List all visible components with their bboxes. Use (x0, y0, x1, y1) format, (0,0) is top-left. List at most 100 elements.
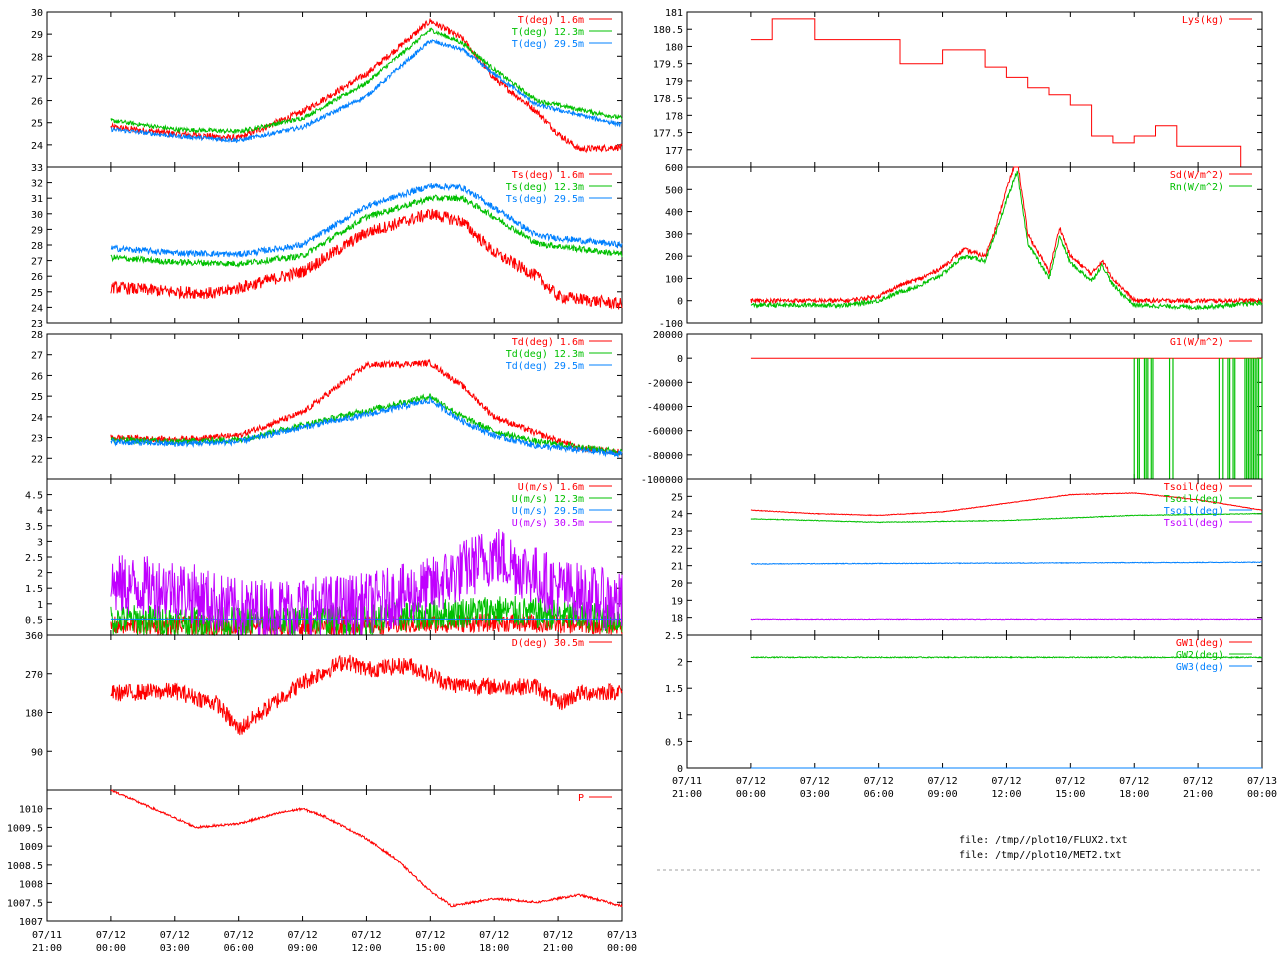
series-line (110, 395, 623, 459)
panel-frame (686, 333, 1263, 480)
y-tick-label: 20 (671, 579, 683, 590)
y-tick-label: 23 (31, 434, 43, 445)
y-tick-label: 26 (31, 272, 43, 283)
y-tick-label: 2.5 (25, 553, 43, 564)
legend-label: GW3(deg) (1176, 662, 1224, 673)
x-tick-date-label: 07/12 (864, 776, 894, 787)
x-tick-time-label: 21:00 (672, 789, 702, 800)
file-label-flux: file: /tmp//plot10/FLUX2.txt (959, 835, 1128, 846)
x-tick-date-label: 07/12 (415, 930, 445, 941)
x-tick-time-label: 21:00 (32, 943, 62, 954)
series-line (110, 595, 623, 637)
y-tick-label: 1008 (19, 880, 43, 891)
legend-label: U(m/s) 29.5m (512, 506, 584, 517)
panel-rad: -100 0 100 200 300 400 500 600 Sd(W/m^2)Rn(W/m^2… (659, 163, 1263, 330)
y-tick-label: 31 (31, 194, 43, 205)
panel-tsoil: 1819202122232425Tsoil(deg)Tsoil(deg)Tsoi… (671, 478, 1263, 636)
series-line (750, 655, 1263, 659)
series-line (110, 392, 623, 455)
y-tick-label: 90 (31, 747, 43, 758)
y-tick-label: 2 (677, 658, 683, 669)
x-tick-date-label: 07/12 (479, 930, 509, 941)
y-tick-label: 30 (31, 8, 43, 19)
y-tick-label: 178.5 (653, 94, 683, 105)
legend-label: Td(deg) 1.6m (512, 337, 584, 348)
series-line (110, 18, 623, 154)
y-tick-label: 26 (31, 97, 43, 108)
y-tick-label: 4.5 (25, 491, 43, 502)
y-tick-label: 400 (665, 208, 683, 219)
legend-label: Td(deg) 12.3m (506, 349, 584, 360)
series-line (750, 18, 1252, 168)
x-tick-time-label: 15:00 (1055, 789, 1085, 800)
y-tick-label: 24 (31, 141, 43, 152)
series-line (110, 38, 623, 144)
x-tick-time-label: 00:00 (1247, 789, 1277, 800)
panel-frame (686, 166, 1263, 324)
y-tick-label: 1008.5 (7, 861, 43, 872)
legend-label: T(deg) 1.6m (518, 15, 584, 26)
legend-label: GW2(deg) (1176, 650, 1224, 661)
x-tick-date-label: 07/12 (288, 930, 318, 941)
y-tick-label: 25 (671, 492, 683, 503)
series-line (110, 182, 623, 259)
y-tick-label: 180 (665, 42, 683, 53)
y-tick-label: 24 (31, 303, 43, 314)
y-tick-label: 23 (671, 527, 683, 538)
x-tick-time-label: 06:00 (224, 943, 254, 954)
y-tick-label: 0 (677, 297, 683, 308)
y-tick-label: 25 (31, 288, 43, 299)
y-tick-label: 19 (671, 596, 683, 607)
legend-label: Tsoil(deg) (1164, 494, 1224, 505)
legend-label: Tsoil(deg) (1164, 518, 1224, 529)
y-tick-label: 28 (31, 330, 43, 341)
y-tick-label: -100000 (641, 475, 683, 486)
y-tick-label: 360 (25, 631, 43, 642)
legend-label: Tsoil(deg) (1164, 482, 1224, 493)
legend-label: U(m/s) 12.3m (512, 494, 584, 505)
y-tick-label: 1 (37, 600, 43, 611)
x-tick-time-label: 00:00 (607, 943, 637, 954)
y-tick-label: 18 (671, 614, 683, 625)
x-tick-date-label: 07/13 (607, 930, 637, 941)
panel-lys: 177 177.5 178 178.5 179 179.5 180 180.5 181 Lys(k… (653, 8, 1263, 168)
y-tick-label: 2 (37, 569, 43, 580)
legend-label: Td(deg) 29.5m (506, 361, 584, 372)
y-tick-label: 200 (665, 252, 683, 263)
y-tick-label: 179 (665, 77, 683, 88)
y-tick-label: 1009 (19, 842, 43, 853)
y-tick-label: 1007.5 (7, 898, 43, 909)
y-tick-label: 25 (31, 392, 43, 403)
legend-label: U(m/s) 1.6m (518, 482, 584, 493)
x-tick-date-label: 07/12 (1119, 776, 1149, 787)
file-list: file: /tmp//plot10/FLUX2.txt file: /tmp//… (959, 833, 1128, 863)
y-tick-label: 28 (31, 52, 43, 63)
y-tick-label: -100 (659, 319, 683, 330)
x-tick-date-label: 07/12 (351, 930, 381, 941)
series-line (110, 654, 623, 736)
x-tick-date-label: 07/12 (543, 930, 573, 941)
x-tick-time-label: 12:00 (351, 943, 381, 954)
file-label-met: file: /tmp//plot10/MET2.txt (959, 850, 1122, 861)
y-tick-label: 0 (677, 354, 683, 365)
x-tick-date-label: 07/12 (224, 930, 254, 941)
panel-frame (46, 634, 623, 791)
x-tick-date-label: 07/12 (928, 776, 958, 787)
y-tick-label: 24 (671, 510, 683, 521)
y-tick-label: 177 (665, 146, 683, 157)
series-line (750, 491, 1263, 517)
legend-label: P (578, 793, 584, 804)
series-line (110, 193, 623, 269)
x-tick-time-label: 00:00 (736, 789, 766, 800)
x-tick-time-label: 09:00 (288, 943, 318, 954)
y-tick-label: -60000 (647, 427, 683, 438)
x-tick-date-label: 07/12 (1183, 776, 1213, 787)
panel-frame (686, 11, 1263, 168)
y-tick-label: 1010 (19, 805, 43, 816)
x-tick-time-label: 12:00 (991, 789, 1021, 800)
legend-label: GW1(deg) (1176, 638, 1224, 649)
series-line (110, 528, 623, 636)
series-line (110, 789, 623, 908)
